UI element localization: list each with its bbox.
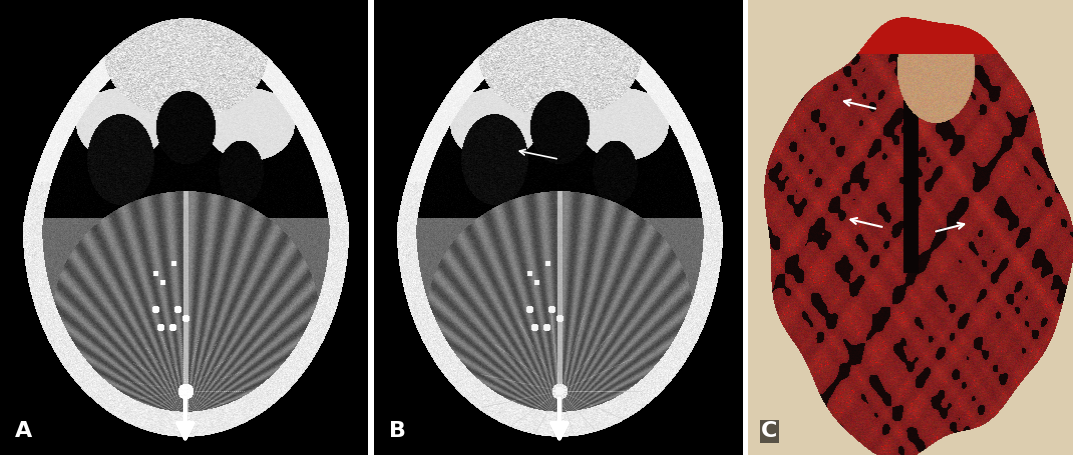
Text: B: B [389, 421, 406, 441]
Text: A: A [15, 421, 32, 441]
Text: C: C [761, 421, 778, 441]
